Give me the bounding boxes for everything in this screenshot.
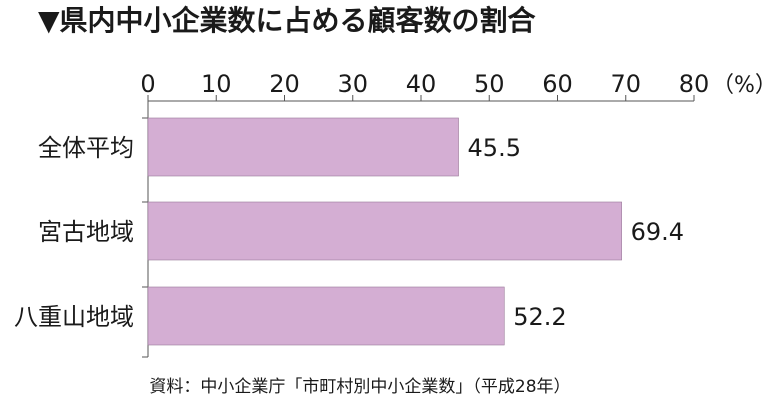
x-tick-label: 10 xyxy=(201,70,232,98)
x-tick-label: 0 xyxy=(140,70,155,98)
bar xyxy=(147,286,505,346)
bars: 全体平均 45.5 宮古地域 69.4 八重山地域 52.2 xyxy=(14,117,684,346)
category-label: 全体平均 xyxy=(38,134,134,162)
x-tick-label: 50 xyxy=(474,70,505,98)
x-tick-label: 80 xyxy=(679,70,710,98)
bar xyxy=(147,201,622,261)
x-tick-label: 70 xyxy=(610,70,641,98)
category-label: 宮古地域 xyxy=(38,218,134,246)
chart-title: ▼県内中小企業数に占める顧客数の割合 xyxy=(38,4,537,37)
x-tick-label: 30 xyxy=(337,70,368,98)
value-label: 52.2 xyxy=(513,303,566,331)
source-note: 資料：中小企業庁「市町村別中小企業数」（平成28年） xyxy=(149,377,570,397)
x-tick-label: 20 xyxy=(269,70,300,98)
x-axis: 0 10 20 30 40 50 60 70 80 xyxy=(140,70,710,358)
x-tick-label: 40 xyxy=(406,70,437,98)
category-label: 八重山地域 xyxy=(14,303,134,331)
x-tick-label: 60 xyxy=(542,70,573,98)
value-label: 69.4 xyxy=(631,218,684,246)
value-label: 45.5 xyxy=(468,134,521,162)
axis-unit: （%） xyxy=(712,73,766,98)
bar xyxy=(147,117,459,177)
